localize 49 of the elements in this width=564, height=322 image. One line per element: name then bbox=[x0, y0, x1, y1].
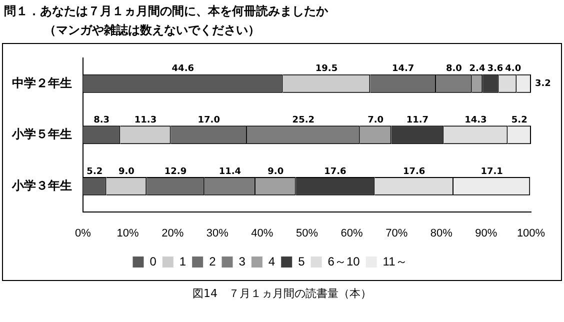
data-label: 4.0 bbox=[505, 64, 522, 74]
x-tick-label: 90% bbox=[475, 227, 498, 240]
legend-label: 5 bbox=[298, 254, 306, 268]
data-label: 14.3 bbox=[464, 116, 487, 126]
data-label: 9.0 bbox=[268, 166, 284, 177]
data-label: 19.5 bbox=[315, 64, 338, 74]
data-label: 14.7 bbox=[392, 64, 414, 74]
data-label: 25.2 bbox=[292, 116, 315, 126]
x-tick-label: 70% bbox=[386, 227, 408, 240]
x-tick-label: 50% bbox=[296, 227, 318, 240]
x-tick-label: 0% bbox=[75, 227, 92, 240]
data-label: 3.6 bbox=[487, 64, 504, 74]
x-tick-label: 30% bbox=[206, 227, 229, 240]
data-label: 17.6 bbox=[324, 166, 346, 177]
y-tick-label: 小学３年生 bbox=[11, 178, 72, 192]
y-tick-label: 中学２年生 bbox=[12, 76, 72, 90]
data-label: 11.7 bbox=[406, 116, 429, 126]
data-label: 11.4 bbox=[218, 166, 242, 177]
x-tick-label: 10% bbox=[116, 227, 140, 240]
x-tick-label: 40% bbox=[251, 227, 274, 240]
data-label: 7.0 bbox=[368, 116, 384, 126]
legend-label: 0 bbox=[150, 254, 157, 268]
x-tick-label: 60% bbox=[340, 227, 364, 240]
caption: 図14 ７月１ヵ月間の読書量（本） bbox=[192, 286, 372, 301]
x-tick-label: 80% bbox=[430, 227, 453, 240]
data-label: 8.0 bbox=[446, 64, 462, 74]
legend-label: 2 bbox=[209, 254, 216, 268]
legend-label: 6～10 bbox=[328, 254, 360, 268]
data-label: 2.4 bbox=[469, 64, 486, 74]
data-label: 44.6 bbox=[172, 64, 194, 74]
chart-title: 問１．あなたは７月１ヵ月間の間に、本を何冊読みましたか bbox=[4, 3, 329, 20]
data-label: 17.0 bbox=[198, 116, 220, 126]
x-tick-label: 100% bbox=[516, 227, 546, 240]
data-label: 11.3 bbox=[134, 116, 157, 126]
legend-label: 1 bbox=[179, 254, 186, 268]
data-label: 5.2 bbox=[86, 166, 103, 177]
data-label: 8.3 bbox=[94, 116, 110, 126]
data-label: 9.0 bbox=[118, 166, 134, 177]
y-tick-label: 小学５年生 bbox=[11, 127, 72, 142]
data-label: 12.9 bbox=[164, 166, 187, 177]
legend-label: 11～ bbox=[382, 254, 408, 268]
legend-label: 3 bbox=[238, 254, 246, 268]
x-tick-label: 20% bbox=[162, 227, 184, 240]
data-label: 3.2 bbox=[535, 78, 551, 89]
data-label: 17.1 bbox=[480, 166, 503, 177]
data-label: 5.2 bbox=[511, 116, 528, 126]
chart-subtitle: （マンガや雑誌は数えないでください） bbox=[44, 22, 261, 39]
legend-label: 4 bbox=[268, 254, 276, 268]
data-label: 17.6 bbox=[402, 166, 426, 177]
